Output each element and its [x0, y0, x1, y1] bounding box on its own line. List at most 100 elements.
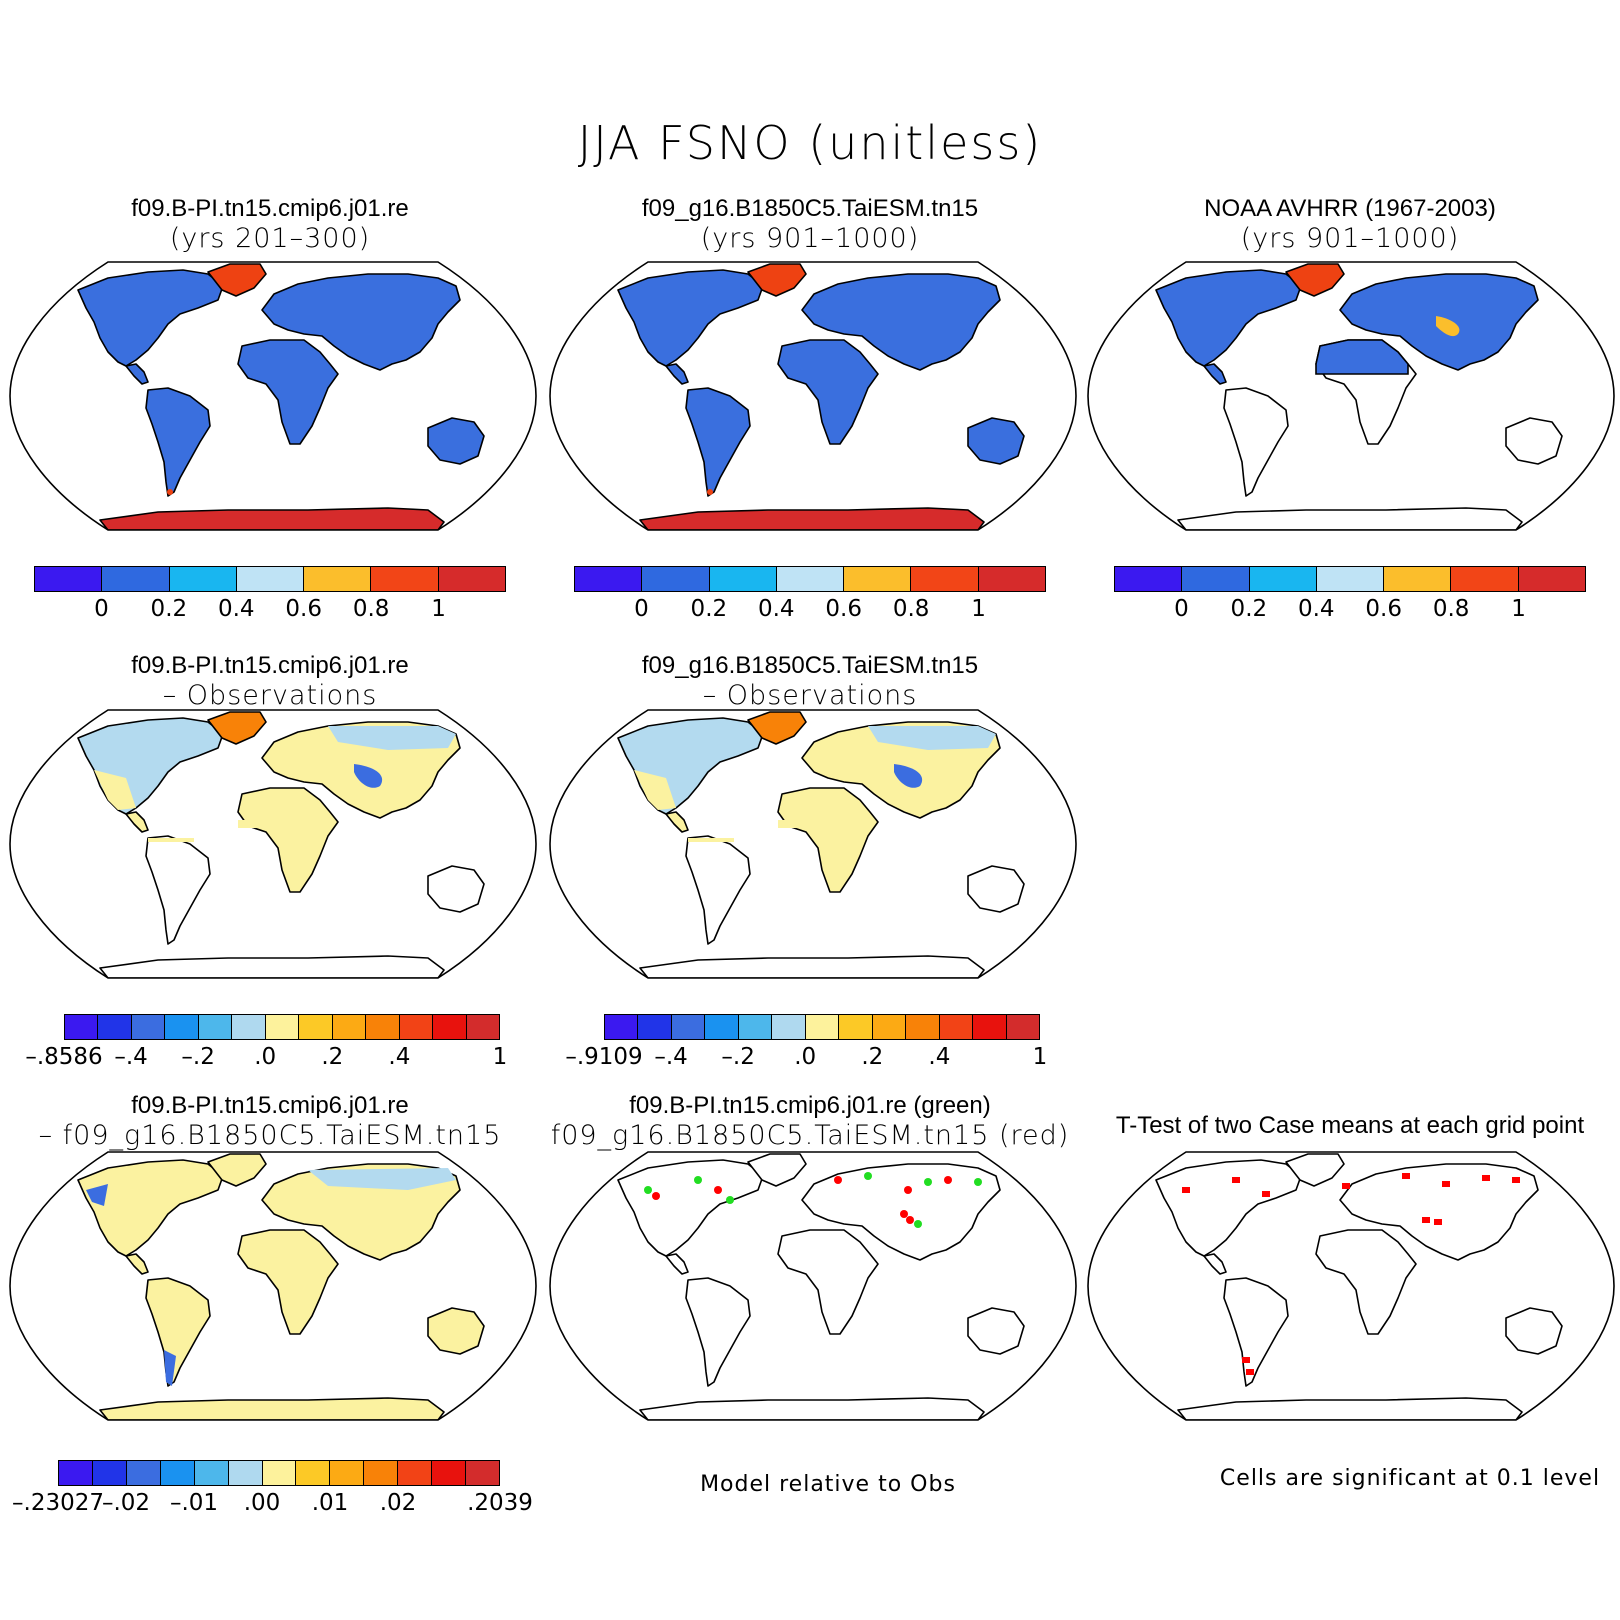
patch-andes [164, 1350, 176, 1386]
sig-cell [1262, 1191, 1270, 1197]
colorbar-swatch [232, 1015, 266, 1039]
landmass-africa [777, 1229, 879, 1335]
panel-title-line1: f09.B-PI.tn15.cmip6.j01.re [131, 652, 409, 679]
colorbar-swatch [169, 567, 237, 591]
colorbar-tick-label: 0.4 [217, 596, 255, 622]
colorbar-swatch [605, 1015, 639, 1039]
colorbar-swatch [906, 1015, 940, 1039]
colorbar-swatch [330, 1461, 365, 1485]
colorbar-swatch [1182, 567, 1250, 591]
colorbar-tick-label: 0.2 [150, 596, 188, 622]
colorbar-swatch [371, 567, 439, 591]
colorbar-swatch [772, 1015, 806, 1039]
sig-marker [904, 1186, 912, 1194]
landmass-namerica [617, 269, 764, 367]
colorbar-swatch [364, 1461, 399, 1485]
colorbar-tick-label: 0 [94, 596, 109, 622]
landmass-greenland [1285, 263, 1345, 297]
landmass-antarctica [639, 507, 985, 530]
colorbar-tick-label: .2039 [467, 1490, 533, 1516]
sig-marker [944, 1176, 952, 1184]
colorbar-swatch [1518, 567, 1585, 591]
map-case2-minus-obs [549, 709, 1077, 979]
colorbar-tick-label: .4 [928, 1044, 951, 1070]
map-case2 [549, 261, 1077, 531]
landmass-africa [237, 339, 339, 445]
colorbar-tick-label: –.01 [169, 1490, 219, 1516]
landmass-greenland [207, 263, 267, 297]
map-ttest [1087, 1151, 1615, 1421]
colorbar-swatch [92, 1461, 127, 1485]
colorbar-swatch [671, 1015, 706, 1039]
patch-usa [94, 770, 136, 810]
patch-africa-north [1315, 339, 1409, 375]
sig-cell [1232, 1177, 1240, 1183]
sig-marker [694, 1176, 702, 1184]
landmass-australia [427, 1307, 485, 1355]
colorbar-swatch [265, 1015, 300, 1039]
landmass-namerica [77, 1159, 224, 1257]
map-case-diff [9, 1151, 537, 1421]
map-case1 [9, 261, 537, 531]
sig-marker [974, 1178, 982, 1186]
panel-title-relative: f09.B-PI.tn15.cmip6.j01.re (green) f09_g… [542, 1092, 1078, 1152]
landmass-camerica [1203, 363, 1227, 385]
colorbar-tick-label: 1 [431, 596, 446, 622]
sig-cell [1434, 1219, 1442, 1225]
sig-marker [906, 1216, 914, 1224]
map-border [549, 1151, 1077, 1421]
panel-title-case-diff: f09.B-PI.tn15.cmip6.j01.re – f09_g16.B18… [10, 1092, 530, 1152]
colorbar-tick-label: 0.8 [892, 596, 930, 622]
landmass-antarctica [99, 507, 445, 530]
colorbar-swatch [1006, 1015, 1040, 1039]
patch-siberia [328, 726, 456, 750]
landmass-greenland [747, 711, 807, 745]
landmass-samerica [685, 835, 751, 945]
panel-title-line1: T-Test of two Case means at each grid po… [1115, 1112, 1585, 1139]
panel-title-line1: f09.B-PI.tn15.cmip6.j01.re (green) [629, 1092, 991, 1119]
colorbar-swatch [709, 567, 777, 591]
landmass-camerica [665, 363, 689, 385]
colorbar-tick-label: .2 [321, 1044, 344, 1070]
map-border [9, 1151, 537, 1421]
landmass-samerica [1223, 1277, 1289, 1387]
landmass-africa [777, 339, 879, 445]
colorbar-swatch [973, 1015, 1007, 1039]
colorbar-tick-label: 0.8 [1432, 596, 1470, 622]
landmass-antarctica [99, 1397, 445, 1420]
colorbar-swatch [296, 1461, 331, 1485]
colorbar-swatch [126, 1461, 161, 1485]
panel-title-line1: f09_g16.B1850C5.TaiESM.tn15 [641, 195, 979, 222]
colorbar-tick-label: .4 [388, 1044, 411, 1070]
colorbar-swatch [575, 567, 643, 591]
note-model-relative: Model relative to Obs [700, 1472, 956, 1497]
panel-title-line1: f09.B-PI.tn15.cmip6.j01.re [131, 195, 409, 222]
landmass-australia [1505, 417, 1563, 465]
landmass-australia [967, 865, 1025, 913]
map-border [1087, 261, 1615, 531]
colorbar-swatch [705, 1015, 739, 1039]
landmass-australia [967, 1307, 1025, 1355]
colorbar-tick-label: 0.6 [825, 596, 862, 622]
map-border [9, 709, 537, 979]
colorbar-swatch [102, 567, 170, 591]
colorbar-swatch [160, 1461, 195, 1485]
landmass-namerica [77, 269, 224, 367]
landmass-camerica [665, 1253, 689, 1275]
landmass-antarctica [639, 955, 985, 978]
panel-title-case2-minus-obs: f09_g16.B1850C5.TaiESM.tn15 – Observatio… [550, 652, 1070, 712]
colorbar-swatch [466, 1461, 499, 1485]
colorbar-tick-label: 0.4 [1297, 596, 1335, 622]
colorbar-swatch [194, 1461, 229, 1485]
colorbar-swatch [65, 1015, 99, 1039]
colorbar-swatch [1384, 567, 1452, 591]
colorbar-tick-label: –.2 [721, 1044, 755, 1070]
colorbar-swatch [131, 1015, 166, 1039]
colorbar-tick-label: –.9109 [565, 1044, 643, 1070]
colorbar-tick-label: –.02 [101, 1490, 151, 1516]
map-border [1087, 1151, 1615, 1421]
landmass-antarctica [99, 955, 445, 978]
sig-marker [726, 1196, 734, 1204]
panel-title-line2: (yrs 901–1000) [700, 223, 920, 254]
colorbar-case2-minus-obs [604, 1014, 1040, 1040]
